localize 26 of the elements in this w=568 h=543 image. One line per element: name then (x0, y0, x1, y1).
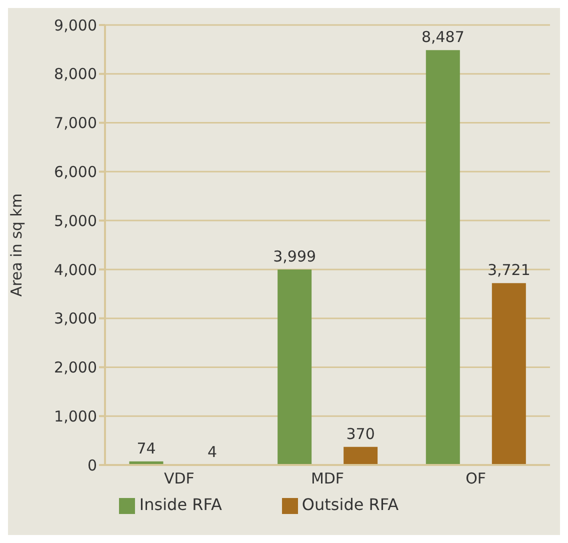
y-tick-label: 3,000 (54, 310, 97, 328)
bar (492, 283, 526, 465)
x-tick-label: OF (466, 470, 486, 488)
y-tick-label: 8,000 (54, 65, 97, 84)
legend-label: Outside RFA (302, 495, 399, 514)
data-label: 3,721 (487, 261, 530, 280)
data-label: 3,999 (273, 247, 316, 266)
y-tick-label: 5,000 (54, 212, 97, 230)
y-tick-label: 6,000 (54, 162, 97, 181)
x-tick-label: VDF (164, 470, 194, 488)
y-tick-label: 1,000 (54, 407, 97, 426)
y-tick-label: 7,000 (54, 114, 97, 132)
y-tick-label: 0 (87, 456, 97, 474)
bar (278, 269, 312, 465)
data-label: 4 (207, 442, 218, 461)
x-tick-label: MDF (310, 470, 344, 488)
data-label: 370 (346, 424, 375, 443)
bar (426, 50, 460, 465)
y-tick-label: 9,000 (54, 16, 97, 34)
y-axis-title: Area in sq km (7, 193, 26, 297)
legend-label: Inside RFA (139, 495, 222, 514)
bar (344, 446, 378, 465)
y-tick-label: 4,000 (54, 260, 97, 279)
data-label: 74 (136, 439, 156, 458)
data-label: 8,487 (421, 28, 464, 46)
y-tick-label: 2,000 (54, 358, 97, 377)
